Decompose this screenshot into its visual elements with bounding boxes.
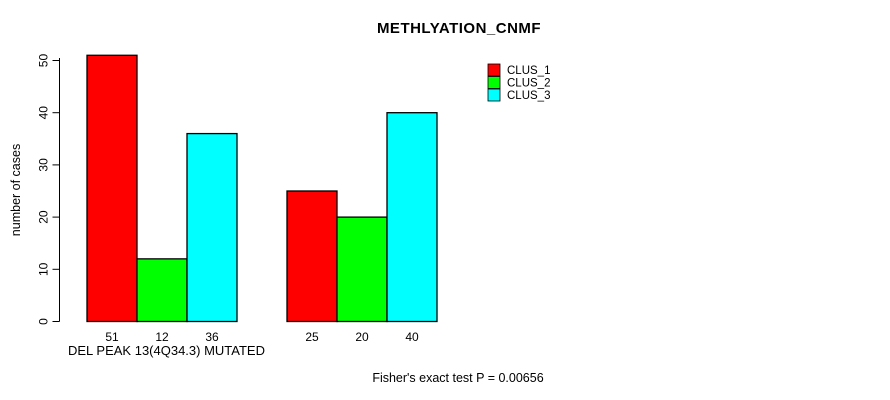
bar-clus_2-group2 bbox=[336, 216, 388, 323]
bar-clus_3-group2 bbox=[386, 112, 438, 323]
y-axis-title: number of cases bbox=[9, 144, 23, 236]
legend-label-clus_3: CLUS_3 bbox=[507, 90, 550, 102]
bar-clus_1-group2 bbox=[286, 190, 338, 323]
bar-value-label: 36 bbox=[205, 330, 219, 344]
y-axis-tick-label: 0 bbox=[37, 318, 51, 325]
bar-value-label: 40 bbox=[405, 330, 419, 344]
legend-swatch-clus_1 bbox=[487, 63, 501, 77]
y-axis: 0 10 20 30 40 50 bbox=[37, 54, 60, 325]
x-axis-title: DEL PEAK 13(4Q34.3) MUTATED bbox=[68, 343, 265, 358]
y-axis-tick-label: 10 bbox=[37, 262, 51, 276]
legend-swatch-clus_3 bbox=[487, 88, 501, 102]
bars-group bbox=[86, 54, 438, 323]
bar-clus_3-group1 bbox=[186, 132, 238, 323]
bar-value-labels: 51 12 36 25 20 40 bbox=[105, 330, 419, 344]
bar-clus_2-group1 bbox=[136, 258, 188, 323]
legend-swatch-clus_2 bbox=[487, 76, 501, 89]
y-axis-tick-label: 50 bbox=[37, 54, 51, 68]
bar-value-label: 25 bbox=[305, 330, 319, 344]
bar-value-label: 20 bbox=[355, 330, 369, 344]
bar-clus_1-group1 bbox=[86, 54, 138, 323]
y-axis-tick-label: 30 bbox=[37, 158, 51, 172]
y-axis-tick-label: 20 bbox=[37, 210, 51, 224]
legend-label-clus_2: CLUS_2 bbox=[507, 78, 550, 90]
fisher-test-note: Fisher's exact test P = 0.00656 bbox=[372, 371, 543, 385]
bar-value-label: 12 bbox=[155, 330, 169, 344]
legend-label-clus_1: CLUS_1 bbox=[507, 65, 550, 77]
chart-title: METHLYATION_CNMF bbox=[377, 20, 541, 37]
y-axis-tick-label: 40 bbox=[37, 106, 51, 120]
bar-value-label: 51 bbox=[105, 330, 119, 344]
